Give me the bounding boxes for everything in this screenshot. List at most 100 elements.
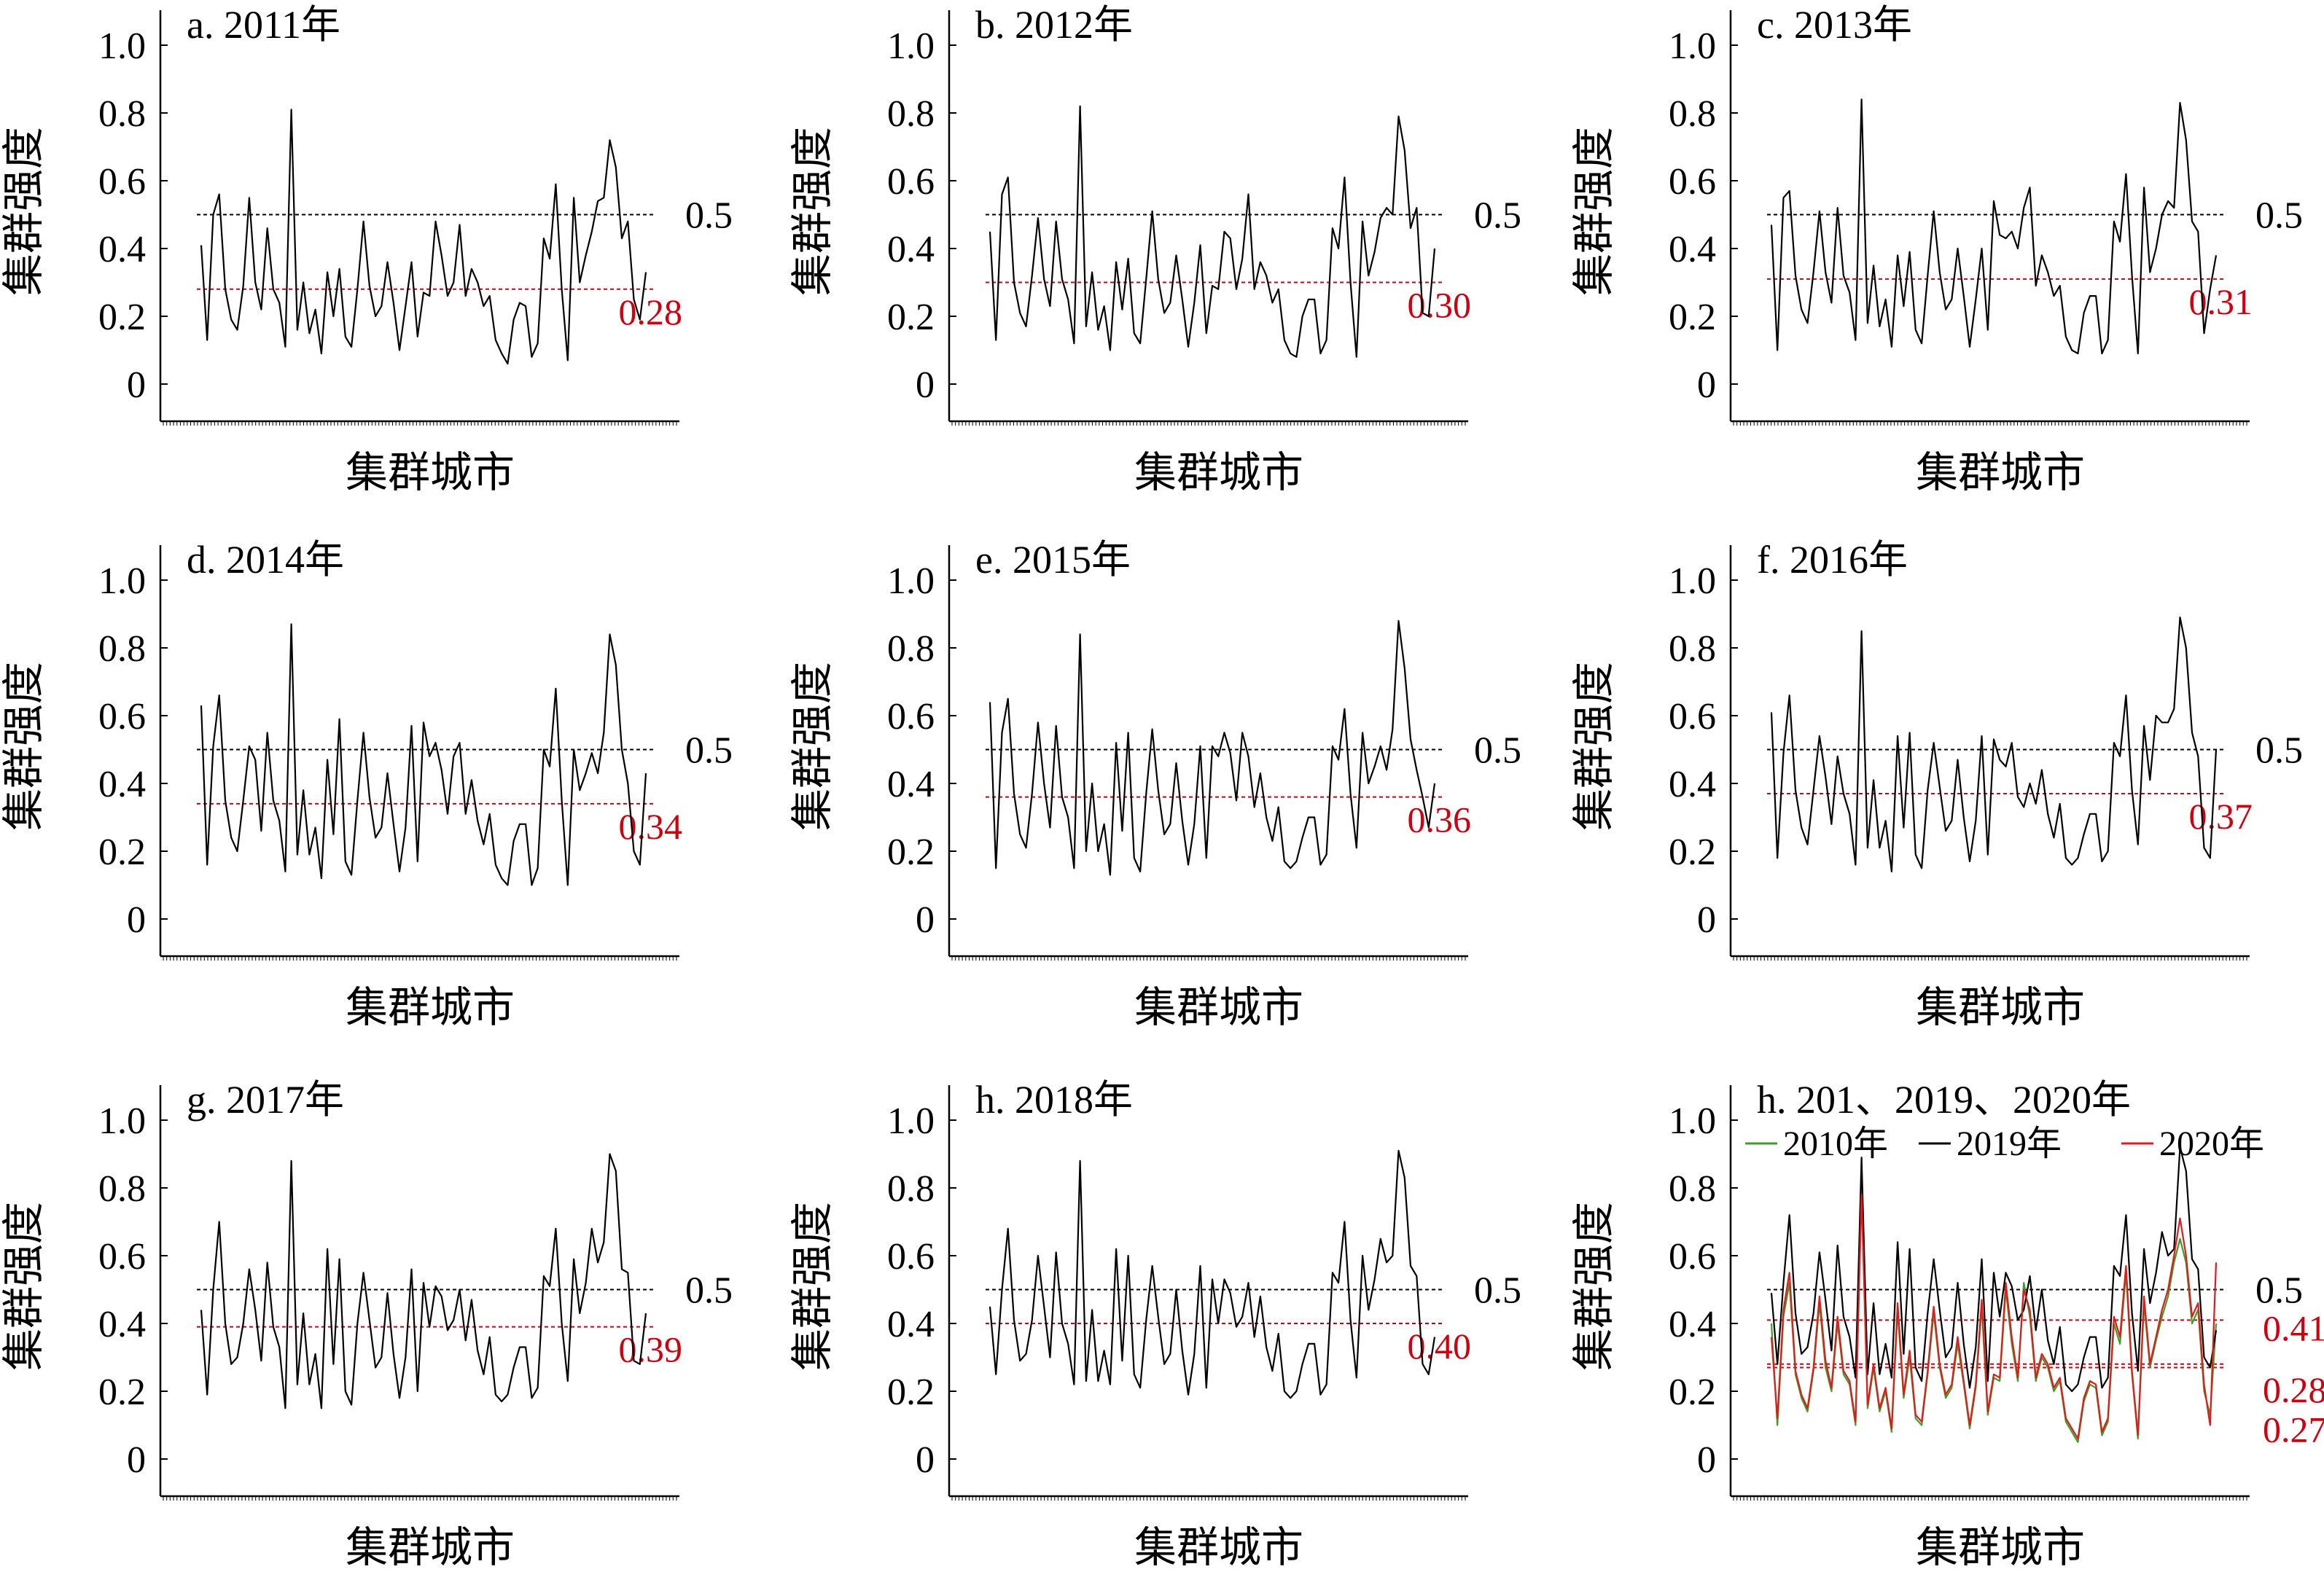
y-tick-label: 0: [127, 364, 146, 406]
y-tick-label: 0.4: [887, 229, 935, 270]
panel-title: e. 2015年: [975, 538, 1131, 582]
y-tick-label: 0.8: [887, 93, 935, 135]
series-line: [989, 619, 1436, 876]
mean-label: 0.36: [1408, 799, 1472, 840]
y-tick-label: 0.6: [98, 161, 146, 203]
reference-label: 0.5: [685, 195, 733, 237]
panel-title: h. 2018年: [975, 1078, 1133, 1122]
y-tick-label: 0.8: [887, 1168, 935, 1210]
series-line: [1770, 1194, 2218, 1440]
y-tick-label: 0.6: [98, 1236, 146, 1278]
y-tick-label: 0.4: [1669, 764, 1716, 805]
y-tick-label: 1.0: [1669, 1100, 1716, 1142]
series-line: [1770, 616, 2218, 873]
mean-label: 0.30: [1408, 285, 1472, 326]
y-tick-label: 0.4: [1669, 1304, 1716, 1345]
panel-title: c. 2013年: [1757, 3, 1912, 47]
series-line: [989, 1149, 1436, 1399]
y-tick-label: 0.2: [98, 1372, 146, 1413]
mean-label: 0.27: [2263, 1409, 2324, 1450]
y-tick-label: 0.6: [1669, 161, 1716, 203]
y-axis-label: 集群强度: [1570, 1202, 1618, 1371]
y-tick-label: 0.6: [98, 696, 146, 738]
y-tick-label: 0.2: [98, 297, 146, 338]
x-axis-label: 集群城市: [1134, 449, 1303, 496]
y-tick-label: 0.8: [1669, 93, 1716, 135]
y-axis-label: 集群强度: [789, 1202, 836, 1371]
reference-label: 0.5: [685, 1270, 733, 1312]
mean-label: 0.31: [2189, 281, 2253, 322]
y-tick-label: 1.0: [98, 1100, 146, 1142]
y-tick-label: 0.2: [1669, 832, 1716, 873]
y-axis-label: 集群强度: [1570, 662, 1618, 831]
y-tick-label: 0.4: [98, 1304, 146, 1345]
panel-title: h. 201、2019、2020年: [1757, 1078, 2131, 1122]
mean-label: 0.34: [619, 806, 683, 847]
reference-label: 0.5: [2255, 1270, 2303, 1312]
y-tick-label: 1.0: [98, 26, 146, 67]
reference-label: 0.5: [1474, 730, 1521, 772]
mean-label: 0.41: [2263, 1307, 2324, 1348]
x-axis-label: 集群城市: [346, 1524, 515, 1571]
reference-label: 0.5: [1474, 195, 1521, 237]
x-axis-label: 集群城市: [1916, 449, 2085, 496]
legend-label: 2020年: [2159, 1125, 2264, 1163]
y-axis-label: 集群强度: [1570, 127, 1618, 296]
y-tick-label: 0.6: [1669, 1236, 1716, 1278]
reference-label: 0.5: [1474, 1270, 1521, 1312]
x-axis-label: 集群城市: [346, 449, 515, 496]
series-line: [1770, 1146, 2218, 1393]
y-tick-label: 0.4: [887, 1304, 935, 1345]
y-tick-label: 0: [916, 364, 935, 406]
y-tick-label: 0.2: [98, 832, 146, 873]
y-tick-label: 0.2: [1669, 297, 1716, 338]
panel-title: a. 2011年: [187, 3, 340, 47]
x-axis-label: 集群城市: [1916, 1524, 2085, 1571]
y-tick-label: 0.4: [98, 229, 146, 270]
series-line: [1770, 98, 2218, 355]
panel-title: f. 2016年: [1757, 538, 1908, 582]
y-axis-label: 集群强度: [0, 127, 47, 296]
mean-label: 0.28: [2263, 1369, 2324, 1410]
y-tick-label: 0.8: [1669, 628, 1716, 670]
reference-label: 0.5: [2255, 730, 2303, 772]
y-tick-label: 0: [916, 899, 935, 941]
y-tick-label: 0.2: [1669, 1372, 1716, 1413]
y-axis-label: 集群强度: [789, 662, 836, 831]
y-tick-label: 0: [1697, 899, 1716, 941]
y-tick-label: 0.2: [887, 297, 935, 338]
y-tick-label: 1.0: [887, 560, 935, 602]
y-tick-label: 0.8: [98, 628, 146, 670]
y-tick-label: 1.0: [98, 560, 146, 602]
y-tick-label: 0.6: [887, 161, 935, 203]
y-tick-label: 0.4: [1669, 229, 1716, 270]
x-axis-label: 集群城市: [1134, 984, 1303, 1031]
y-axis-label: 集群强度: [0, 662, 47, 831]
y-tick-label: 1.0: [1669, 560, 1716, 602]
y-tick-label: 0: [1697, 1439, 1716, 1481]
series-line: [200, 623, 647, 886]
y-tick-label: 0.2: [887, 1372, 935, 1413]
mean-label: 0.39: [619, 1329, 683, 1370]
y-tick-label: 0.4: [98, 764, 146, 805]
y-tick-label: 0.4: [887, 764, 935, 805]
reference-label: 0.5: [2255, 195, 2303, 237]
y-tick-label: 0.8: [1669, 1168, 1716, 1210]
y-axis-label: 集群强度: [0, 1202, 47, 1371]
y-tick-label: 0: [127, 899, 146, 941]
y-tick-label: 0.6: [1669, 696, 1716, 738]
y-tick-label: 0.2: [887, 832, 935, 873]
y-axis-label: 集群强度: [789, 127, 836, 296]
y-tick-label: 0.6: [887, 696, 935, 738]
panel-title: d. 2014年: [187, 538, 344, 582]
x-axis-label: 集群城市: [1134, 1524, 1303, 1571]
reference-label: 0.5: [685, 730, 733, 772]
y-tick-label: 0.8: [887, 628, 935, 670]
panel-title: g. 2017年: [187, 1078, 344, 1122]
